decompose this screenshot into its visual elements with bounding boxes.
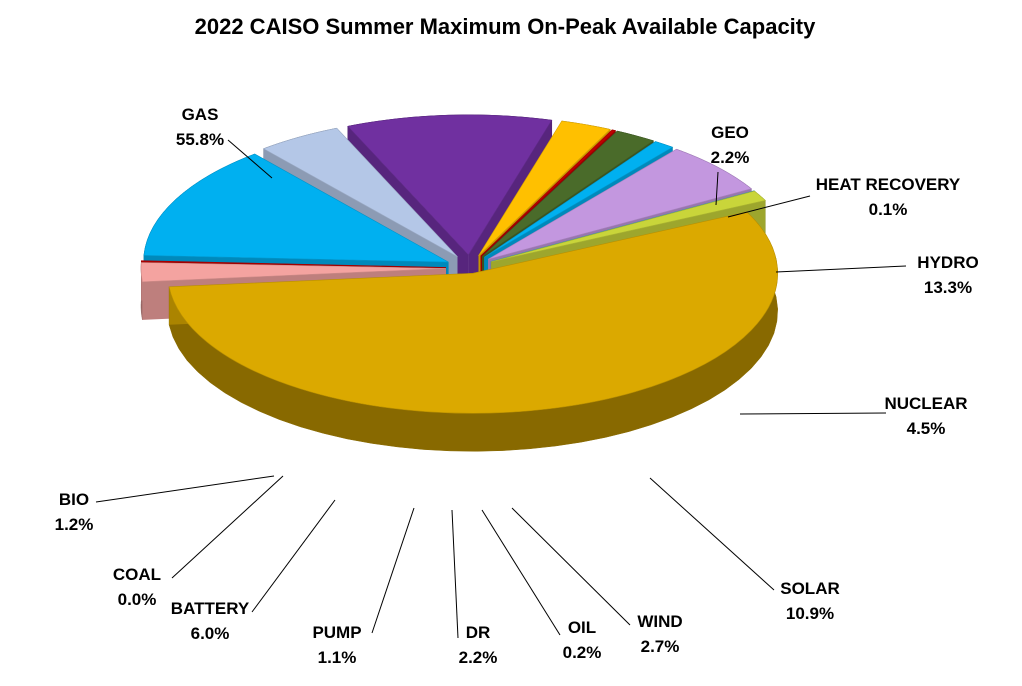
- slice-hydro: [143, 153, 449, 263]
- leader-line-heat-recovery: [727, 195, 811, 218]
- leader-line-oil: [481, 509, 561, 636]
- label-solar: SOLAR: [780, 579, 840, 598]
- label-coal: COAL: [113, 565, 161, 584]
- slice-nuclear: [262, 127, 458, 257]
- value-heat-recovery: 0.1%: [869, 200, 908, 219]
- leader-line-coal: [171, 475, 284, 579]
- value-pump: 1.1%: [318, 648, 357, 667]
- leader-line-hydro: [775, 265, 907, 273]
- value-oil: 0.2%: [563, 643, 602, 662]
- label-bio: BIO: [59, 490, 89, 509]
- value-solar: 10.9%: [786, 604, 834, 623]
- value-bio: 1.2%: [55, 515, 94, 534]
- leader-line-solar: [649, 477, 775, 591]
- slice-bio: [491, 190, 766, 263]
- leader-line-dr: [451, 509, 459, 639]
- slice-wind: [478, 120, 611, 256]
- value-coal: 0.0%: [118, 590, 157, 609]
- label-battery: BATTERY: [171, 599, 250, 618]
- value-geo: 2.2%: [711, 148, 750, 167]
- value-hydro: 13.3%: [924, 278, 972, 297]
- value-wind: 2.7%: [641, 637, 680, 656]
- slice-battery: [487, 148, 753, 260]
- slice-gas: [168, 211, 778, 414]
- slice-dr: [481, 130, 655, 257]
- slice-geo: [140, 262, 447, 283]
- leader-line-battery: [251, 499, 336, 613]
- value-dr: 2.2%: [459, 648, 498, 667]
- label-nuclear: NUCLEAR: [884, 394, 967, 413]
- label-hydro: HYDRO: [917, 253, 978, 272]
- label-heat-recovery: HEAT RECOVERY: [816, 175, 961, 194]
- leader-line-gas: [227, 139, 273, 179]
- leader-line-geo: [715, 171, 719, 206]
- slice-heat-recovery: [140, 260, 447, 268]
- slice-oil: [480, 129, 617, 257]
- value-battery: 6.0%: [191, 624, 230, 643]
- slice-solar: [347, 114, 553, 256]
- value-nuclear: 4.5%: [907, 419, 946, 438]
- label-dr: DR: [466, 623, 491, 642]
- leader-line-nuclear: [739, 412, 887, 415]
- value-gas: 55.8%: [176, 130, 224, 149]
- label-geo: GEO: [711, 123, 749, 142]
- pie-labels: GAS 55.8% GEO 2.2% HEAT RECOVERY 0.1% HYDRO 13.…: [55, 105, 979, 667]
- label-wind: WIND: [637, 612, 682, 631]
- label-oil: OIL: [568, 618, 596, 637]
- label-gas: GAS: [182, 105, 219, 124]
- label-pump: PUMP: [312, 623, 361, 642]
- slice-pump: [484, 141, 674, 258]
- leader-line-pump: [371, 507, 415, 634]
- leader-line-bio: [95, 475, 275, 503]
- pie-tops: [140, 114, 778, 414]
- leader-line-wind: [511, 507, 631, 626]
- chart-title: 2022 CAISO Summer Maximum On-Peak Availa…: [195, 14, 816, 39]
